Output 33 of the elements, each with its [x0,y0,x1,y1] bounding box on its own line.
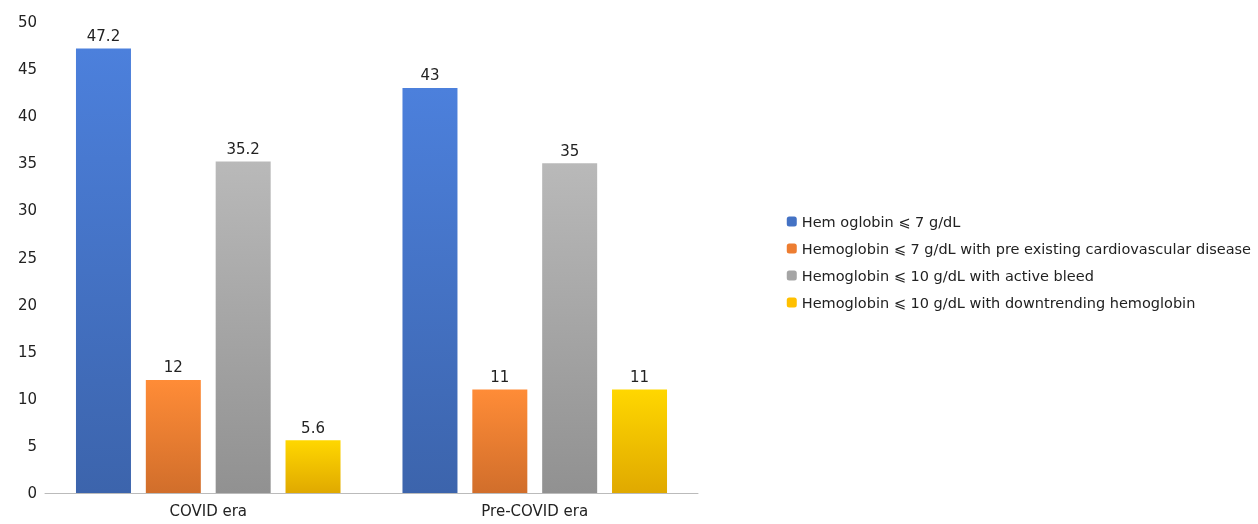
legend-label: Hemoglobin ⩽ 10 g/dL with downtrending hemoglobin [801,294,1196,311]
x-tick-label: COVID era [169,501,248,520]
bar [145,379,201,493]
y-tick-label: 50 [17,13,37,31]
legend-label: Hemoglobin ⩽ 7 g/dL with pre existing cardiovascular disease [801,240,1252,257]
bar [215,161,271,493]
data-label: 35 [560,141,580,160]
data-label: 5.6 [301,418,325,437]
bar [542,163,598,493]
y-tick-label: 10 [17,389,37,408]
y-tick-label: 0 [27,484,37,502]
bar [612,389,668,493]
y-tick-label: 35 [17,154,37,173]
bar [472,389,528,493]
data-label: 43 [420,66,440,85]
y-tick-label: 15 [17,342,37,361]
x-tick-label: Pre-COVID era [481,501,589,520]
y-tick-label: 25 [17,248,37,267]
data-label: 47.2 [86,26,121,45]
data-label: 11 [629,367,650,386]
bar [75,48,131,493]
bar [402,87,458,493]
data-label: 35.2 [226,139,260,158]
bar [285,440,341,493]
y-tick-label: 30 [17,201,37,220]
legend-label: Hem oglobin ⩽ 7 g/dL [801,213,961,230]
y-tick-label: 5 [27,436,37,455]
y-tick-label: 20 [17,295,37,314]
legend-label: Hemoglobin ⩽ 10 g/dL with active bleed [801,267,1094,284]
data-label: 11 [490,367,510,386]
y-tick-label: 45 [17,60,37,79]
y-tick-label: 40 [17,107,37,126]
data-label: 12 [163,358,183,377]
